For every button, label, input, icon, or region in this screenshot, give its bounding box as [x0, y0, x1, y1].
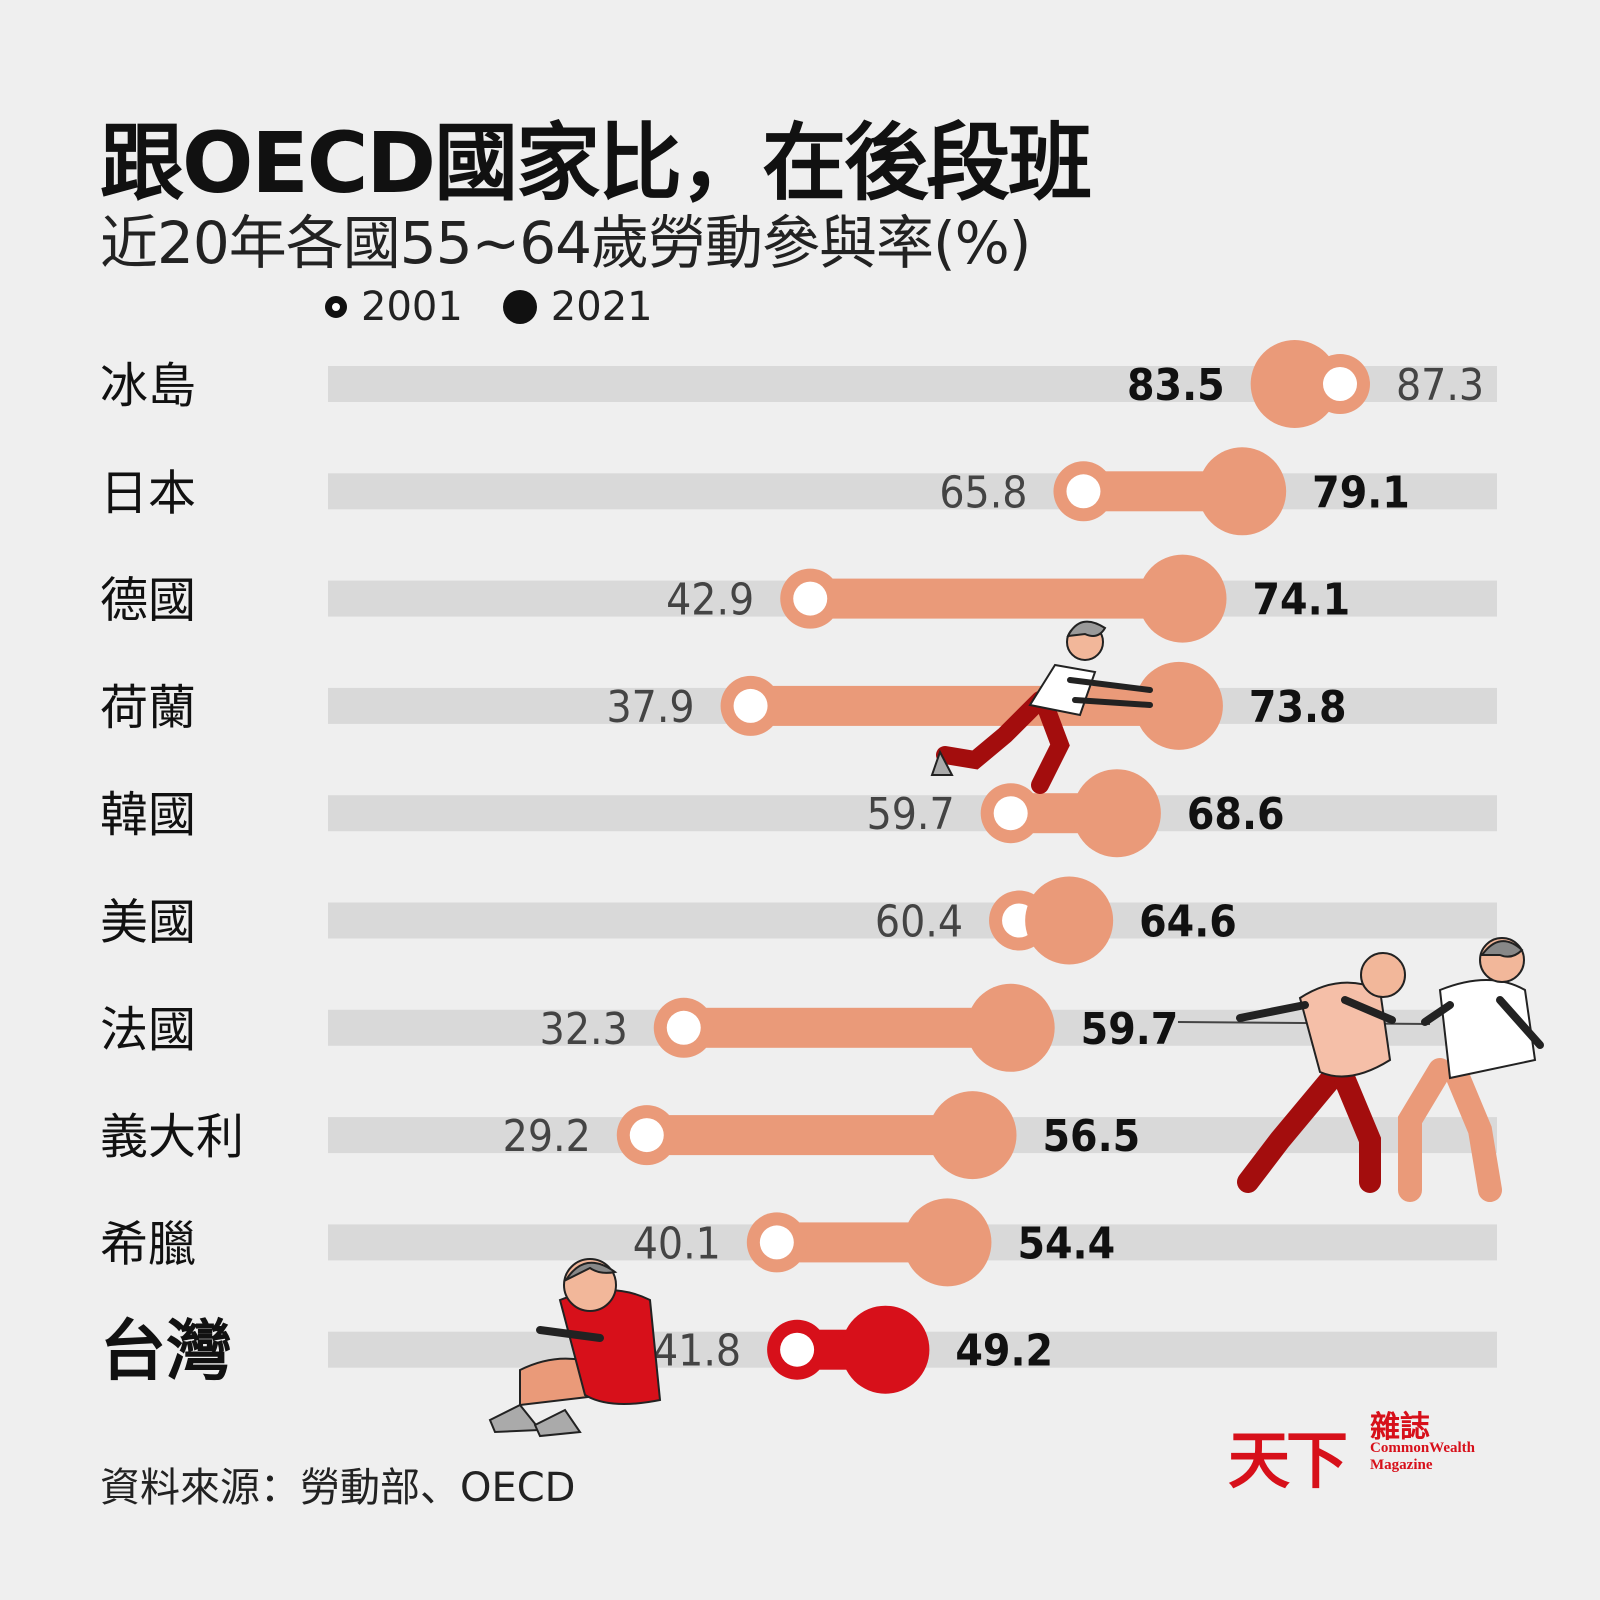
row-track — [328, 795, 1497, 832]
point-2021 — [903, 1198, 992, 1287]
value-label-2021: 49.2 — [955, 1326, 1053, 1377]
value-label-2001: 29.2 — [503, 1111, 591, 1162]
point-2021 — [1134, 661, 1223, 750]
elderly-woman-pushing-illustration — [930, 620, 1153, 794]
value-label-2021: 64.6 — [1139, 897, 1237, 948]
logo-name-en-1: CommonWealth — [1370, 1440, 1475, 1456]
value-label-2001: 87.3 — [1396, 360, 1484, 411]
value-label-2001: 65.8 — [939, 467, 1027, 518]
two-men-tug-of-war-illustration — [1177, 937, 1544, 1202]
point-2001-hole — [733, 688, 768, 723]
category-label: 韓國 — [100, 787, 196, 843]
category-label: 荷蘭 — [100, 680, 196, 736]
category-label: 希臘 — [100, 1216, 196, 1272]
range-bar — [683, 1007, 1011, 1048]
value-label-2001: 40.1 — [633, 1218, 721, 1269]
logo-name-en: CommonWealth Magazine — [1370, 1440, 1475, 1474]
category-label: 冰島 — [100, 358, 196, 414]
value-label-2021: 83.5 — [1127, 360, 1225, 411]
open-circle-icon — [325, 296, 347, 318]
point-2001-hole — [759, 1225, 794, 1260]
point-2021 — [928, 1091, 1017, 1180]
value-label-2021: 54.4 — [1017, 1218, 1115, 1269]
value-label-2021: 68.6 — [1187, 789, 1285, 840]
point-2001-hole — [993, 796, 1028, 831]
legend-label-2021: 2021 — [550, 284, 653, 330]
category-label: 美國 — [100, 895, 196, 951]
point-2021 — [841, 1305, 930, 1394]
category-label: 日本 — [100, 465, 196, 521]
value-label-2021: 59.7 — [1081, 1004, 1179, 1055]
range-bar — [810, 578, 1183, 619]
point-2001-hole — [629, 1118, 664, 1153]
point-2001-hole — [1066, 474, 1101, 509]
point-2021 — [966, 983, 1055, 1072]
value-label-2001: 32.3 — [540, 1004, 628, 1055]
point-2021 — [1025, 876, 1114, 965]
range-bar — [750, 685, 1179, 726]
category-label: 法國 — [100, 1002, 196, 1058]
point-2021 — [1138, 554, 1227, 643]
logo-name-en-2: Magazine — [1370, 1457, 1433, 1473]
value-label-2001: 41.8 — [653, 1326, 741, 1377]
value-label-2021: 74.1 — [1253, 575, 1351, 626]
value-label-2021: 73.8 — [1249, 682, 1347, 733]
value-label-2001: 60.4 — [875, 897, 963, 948]
sad-sitting-man-illustration — [488, 1258, 662, 1438]
category-label: 義大利 — [100, 1109, 244, 1165]
legend-item-2001: 2001 — [325, 284, 463, 330]
value-label-2021: 56.5 — [1043, 1111, 1141, 1162]
category-label: 台灣 — [100, 1313, 232, 1390]
source-note: 資料來源：勞動部、OECD — [100, 1465, 576, 1511]
legend-label-2001: 2001 — [361, 284, 463, 330]
legend-item-2021: 2021 — [502, 284, 653, 330]
page-subtitle: 近20年各國55~64歲勞動參與率(%) — [100, 209, 1031, 277]
value-label-2021: 79.1 — [1312, 467, 1410, 518]
row-track — [328, 902, 1497, 939]
point-2021 — [1250, 340, 1339, 428]
point-2001-hole — [793, 581, 828, 616]
logo-subname-cn: 雜誌 — [1370, 1410, 1430, 1445]
range-bar — [646, 1115, 973, 1156]
filled-circle-icon — [502, 290, 537, 324]
page-title: 跟OECD國家比，在後段班 — [100, 114, 1092, 212]
value-label-2001: 42.9 — [666, 575, 754, 626]
row-track — [328, 473, 1497, 510]
value-label-2001: 37.9 — [606, 682, 694, 733]
point-2001-hole — [1323, 367, 1357, 401]
value-label-2001: 59.7 — [867, 789, 955, 840]
chart-legend: 2001 2021 — [325, 282, 693, 332]
commonwealth-logo: 天下 雜誌 CommonWealth Magazine — [1228, 1410, 1478, 1497]
point-2021 — [1072, 769, 1161, 858]
point-2001-hole — [666, 1010, 701, 1045]
logo-name-cn: 天下 — [1228, 1424, 1348, 1497]
point-2021 — [1198, 447, 1287, 536]
point-2001-hole — [780, 1332, 815, 1367]
category-label: 德國 — [100, 573, 196, 629]
